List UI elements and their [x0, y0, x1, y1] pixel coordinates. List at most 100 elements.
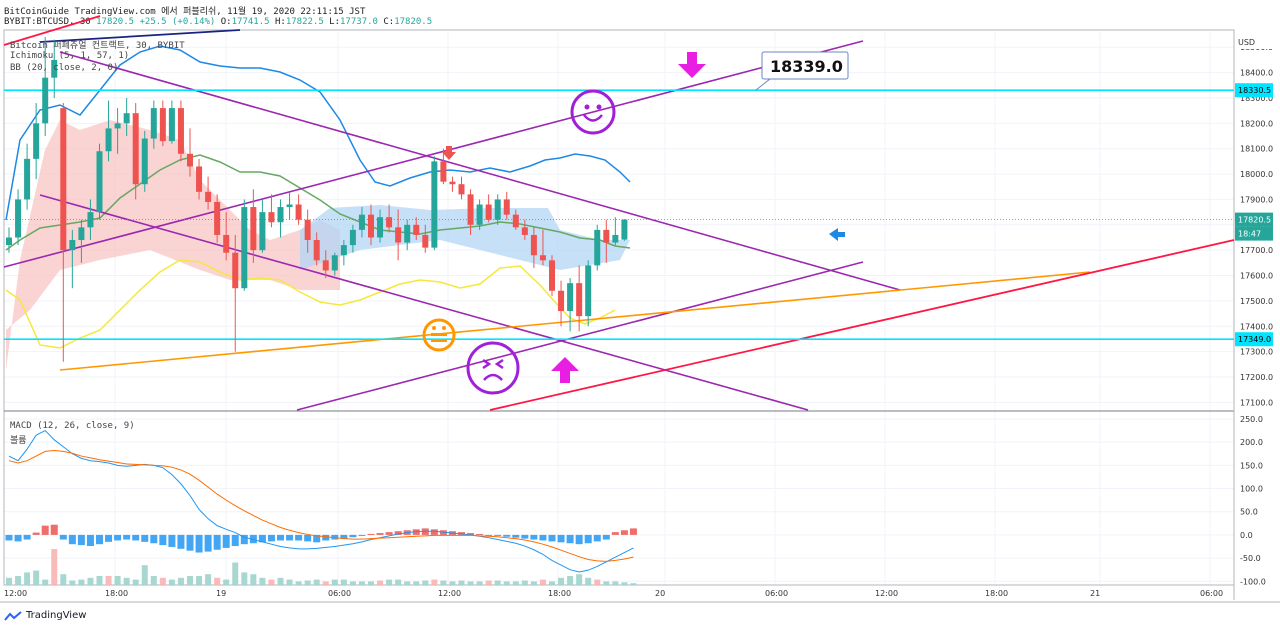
- volume-bar: [576, 574, 583, 585]
- volume-bar: [159, 577, 166, 585]
- volume-bar: [33, 570, 40, 585]
- volume-bar: [521, 580, 528, 585]
- volume-bar: [413, 581, 420, 585]
- open-value: 17741.5: [231, 17, 270, 27]
- macd-histogram-bar: [620, 530, 628, 535]
- sad-face-icon-outline: [466, 341, 520, 395]
- price-tick-label: 17300.0: [1240, 348, 1273, 357]
- volume-bar: [69, 580, 76, 585]
- footer-brand[interactable]: TradingView: [4, 610, 86, 621]
- candle-body: [241, 207, 248, 289]
- volume-bar: [232, 562, 239, 585]
- candle-body: [386, 217, 393, 228]
- macd-histogram-bar: [5, 534, 13, 541]
- neutral-face-icon-mouth: [431, 333, 447, 336]
- volume-bar: [177, 577, 184, 585]
- volume-bar: [277, 577, 284, 585]
- candle-body: [340, 245, 347, 256]
- volume-bar: [585, 577, 592, 585]
- candle-body: [15, 199, 22, 238]
- volume-legend[interactable]: 볼륨: [10, 436, 27, 446]
- macd-histogram-bar: [322, 534, 330, 541]
- volume-bar: [530, 581, 537, 585]
- candle-body: [449, 181, 456, 185]
- macd-legend[interactable]: MACD (12, 26, close, 9): [10, 421, 135, 431]
- change-value: +25.5 (+0.14%): [139, 17, 216, 27]
- candle-body: [539, 255, 546, 261]
- candle-body: [205, 191, 212, 202]
- macd-histogram-bar: [548, 534, 556, 542]
- tradingview-logo-icon: [4, 610, 22, 621]
- happy-face-icon-mouth: [583, 114, 603, 122]
- candle-body: [51, 59, 58, 78]
- support-price-badge-text: 17349.0: [1238, 335, 1271, 344]
- candle-body: [349, 229, 356, 246]
- candle-body: [313, 240, 320, 261]
- volume-bar: [15, 576, 22, 585]
- volume-bar: [42, 579, 49, 585]
- last-price: 17820.5: [96, 17, 135, 27]
- time-tick-label: 06:00: [1200, 589, 1223, 598]
- volume-bar: [440, 580, 447, 585]
- volume-bar: [304, 580, 311, 585]
- candle-body: [141, 138, 148, 185]
- macd-histogram-bar: [286, 534, 294, 541]
- macd-histogram-bar: [267, 534, 275, 542]
- volume-bar: [187, 576, 193, 585]
- current-price-badge: 17820.5: [1235, 212, 1273, 227]
- volume-bar: [214, 577, 221, 585]
- macd-histogram-bar: [68, 534, 76, 545]
- candle-body: [304, 219, 311, 241]
- macd-tick-label: -100.0: [1240, 577, 1266, 586]
- purple-trendline: [296, 261, 864, 411]
- macd-tick-label: 50.0: [1240, 508, 1258, 517]
- candle-body: [358, 214, 365, 230]
- volume-bar: [96, 576, 103, 585]
- volume-bar: [485, 580, 492, 585]
- volume-bar: [395, 579, 402, 585]
- candle-body: [159, 108, 166, 142]
- macd-histogram-bar: [557, 534, 565, 543]
- candle-body: [87, 212, 94, 228]
- price-tick-label: 18400.0: [1240, 69, 1273, 78]
- orange-trendline: [59, 271, 1091, 371]
- macd-histogram-bar: [258, 534, 266, 543]
- candle-body: [69, 240, 76, 251]
- ohlc-line: BYBIT:BTCUSD, 30 17820.5 +25.5 (+0.14%) …: [4, 17, 432, 27]
- volume-bar: [114, 576, 121, 585]
- candle-body: [268, 212, 275, 223]
- low-value: 17737.0: [340, 17, 378, 27]
- macd-histogram-bar: [467, 533, 475, 535]
- currency-badge-text: USD: [1238, 38, 1255, 47]
- purple-trendline: [3, 40, 864, 268]
- macd-histogram-bar: [629, 528, 637, 535]
- candle-body: [33, 123, 40, 159]
- price-tick-label: 17700.0: [1240, 246, 1273, 255]
- candle-body: [440, 161, 447, 182]
- macd-histogram-bar: [349, 534, 357, 538]
- volume-bar: [223, 579, 230, 585]
- main-series-legend[interactable]: Bitcoin 퍼페츄얼 컨트랙트, 30, BYBIT: [10, 41, 185, 51]
- volume-bar: [132, 579, 139, 585]
- navy-trendline-top: [39, 29, 241, 43]
- volume-bar: [331, 579, 338, 585]
- time-tick-label: 12:00: [875, 589, 898, 598]
- volume-bar: [377, 580, 384, 585]
- current-price-badge-bg: [1235, 212, 1273, 227]
- volume-bar: [539, 579, 546, 585]
- volume-bar: [6, 577, 12, 585]
- candle-body: [214, 201, 221, 235]
- footer-brand-label: TradingView: [26, 610, 87, 621]
- happy-face-icon-eye: [584, 104, 590, 110]
- high-value: 17822.5: [285, 17, 324, 27]
- bb-legend[interactable]: BB (20, close, 2, 0): [10, 63, 119, 73]
- happy-face-icon-outline: [570, 89, 616, 135]
- volume-bar: [603, 581, 610, 585]
- volume-bar: [340, 579, 347, 585]
- candle-body: [78, 227, 85, 241]
- ichimoku-legend[interactable]: Ichimoku (5, 1, 57, 1): [10, 51, 130, 61]
- close-value: 17820.5: [394, 17, 433, 27]
- support-price-badge: 17349.0: [1235, 332, 1273, 347]
- macd-histogram-bar: [41, 525, 49, 535]
